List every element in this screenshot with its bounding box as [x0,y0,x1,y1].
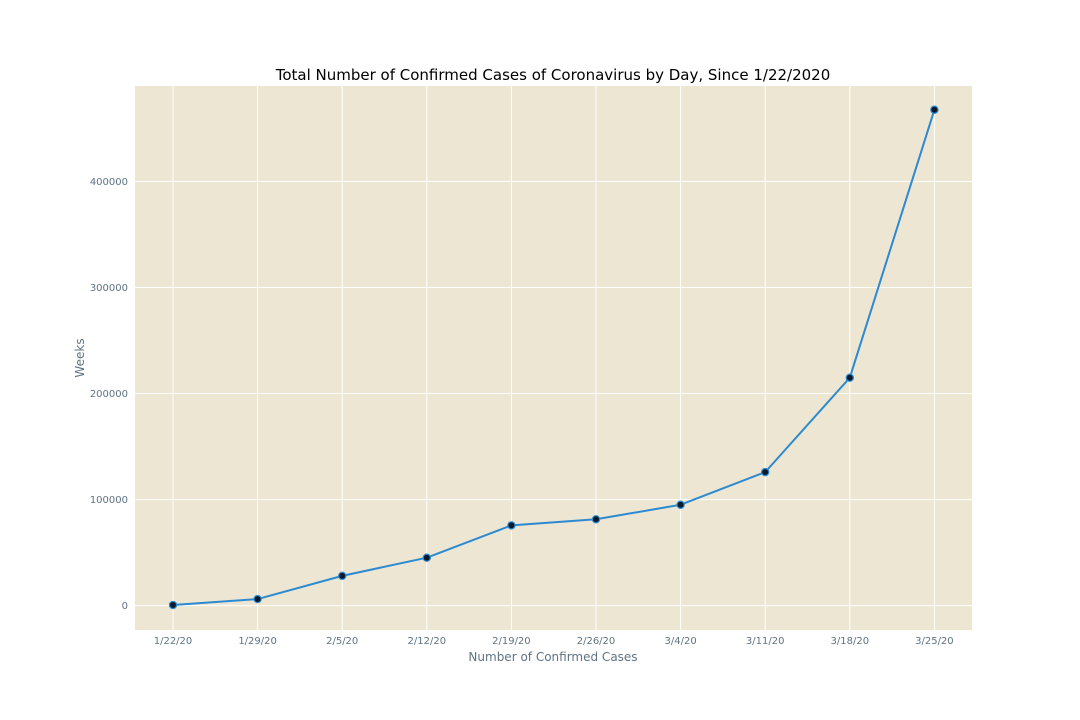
x-tick-label: 3/18/20 [831,636,870,647]
x-tick-label: 1/29/20 [238,636,277,647]
data-point [845,373,855,382]
x-tick-label: 2/26/20 [577,636,616,647]
grid-lines [135,86,972,630]
y-tick-label: 0 [122,601,128,612]
series-layer [168,105,939,610]
data-point [507,521,516,530]
x-tick-label: 3/11/20 [746,636,785,647]
x-tick-label: 2/19/20 [492,636,531,647]
data-point [338,571,347,581]
y-tick-label: 200000 [90,389,128,400]
x-tick-label: 2/12/20 [408,636,447,647]
x-tick-labels: 1/22/20 1/29/20 2/5/20 2/12/20 2/19/20 2/26/2… [154,636,954,647]
x-tick-label: 1/22/20 [154,636,193,647]
chart-title: Total Number of Confirmed Cases of Coron… [275,66,831,84]
data-point [676,500,685,509]
data-point [253,594,262,604]
x-tick-label: 3/25/20 [915,636,954,647]
data-point [168,600,178,610]
x-tick-label: 3/4/20 [665,636,697,647]
y-tick-label: 300000 [90,283,128,294]
y-axis-label: Weeks [73,338,87,377]
series-line [172,109,936,607]
x-tick-label: 2/5/20 [326,636,358,647]
plot-background [135,86,972,630]
y-tick-label: 100000 [90,495,128,506]
data-point [930,105,939,114]
data-point [422,553,431,562]
y-tick-labels: 0 100000 200000 300000 400000 [90,177,128,612]
x-axis-label: Number of Confirmed Cases [468,650,637,664]
y-tick-label: 400000 [90,177,128,188]
data-point [591,515,601,524]
data-point [761,467,770,477]
